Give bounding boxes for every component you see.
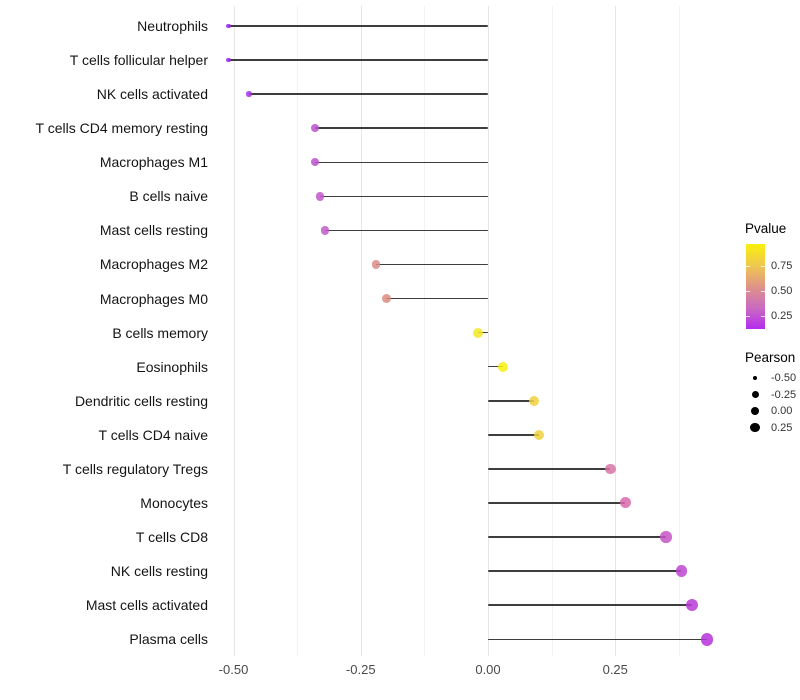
lollipop-segment <box>325 229 488 232</box>
y-axis-label: B cells memory <box>112 324 208 341</box>
y-axis-label: Dendritic cells resting <box>74 392 208 409</box>
y-axis-label: Monocytes <box>140 494 208 511</box>
lollipop-segment <box>477 331 488 334</box>
pearson-legend-title: Pearson <box>745 350 796 365</box>
lollipop-segment <box>488 638 707 640</box>
lollipop-segment <box>376 263 488 266</box>
pvalue-tick-label: 0.50 <box>771 285 793 297</box>
lollipop-segment <box>228 59 488 61</box>
y-axis-label: Neutrophils <box>137 18 208 34</box>
y-axis-label: T cells CD4 naive <box>98 426 208 443</box>
lollipop-point <box>700 632 714 646</box>
lollipop-point <box>528 395 539 406</box>
lollipop-point <box>371 260 381 269</box>
lollipop-point <box>675 565 688 578</box>
gridline-minor <box>551 6 553 656</box>
lollipop-segment <box>320 195 488 198</box>
pearson-size-label: -0.50 <box>771 372 797 384</box>
y-axis-label: NK cells activated <box>96 86 208 103</box>
lollipop-segment <box>314 161 488 164</box>
gridline-major <box>233 6 235 656</box>
lollipop-segment <box>228 25 488 27</box>
lollipop-segment <box>488 570 682 572</box>
y-axis-label: Mast cells resting <box>99 222 208 239</box>
lollipop-segment <box>488 468 611 470</box>
gridline-minor <box>424 6 426 656</box>
pearson-size-dot <box>750 406 760 416</box>
pvalue-tick-notch <box>746 266 750 267</box>
lollipop-point <box>619 497 631 509</box>
y-axis-label: T cells follicular helper <box>69 52 208 69</box>
pvalue-tick-notch <box>761 291 765 292</box>
y-axis-label: Macrophages M2 <box>99 256 208 273</box>
lollipop-point <box>310 158 319 167</box>
lollipop-point <box>685 599 698 612</box>
lollipop-point <box>604 463 616 475</box>
lollipop-point <box>226 23 231 29</box>
lollipop-point <box>381 294 391 304</box>
y-axis-label: B cells naive <box>129 188 208 205</box>
lollipop-point <box>320 226 330 235</box>
pvalue-tick-notch <box>761 316 765 317</box>
y-axis-label: T cells CD8 <box>135 529 208 546</box>
lollipop-point <box>472 327 483 338</box>
y-axis-label: T cells regulatory Tregs <box>62 460 208 477</box>
lollipop-segment <box>488 365 504 368</box>
lollipop-segment <box>488 536 667 538</box>
pearson-size-dot <box>751 391 759 398</box>
gridline-major <box>360 6 362 656</box>
pearson-size-label: 0.25 <box>771 421 793 434</box>
y-axis-label: Macrophages M0 <box>99 290 208 307</box>
pvalue-tick-label: 0.25 <box>771 310 793 322</box>
lollipop-point <box>498 361 509 372</box>
pvalue-colorbar <box>746 244 765 329</box>
x-axis-tick-label: 0.00 <box>475 662 501 677</box>
lollipop-segment <box>488 502 626 504</box>
pearson-size-label: 0.00 <box>771 405 793 417</box>
lollipop-segment <box>248 93 488 95</box>
lollipop-point <box>533 429 545 441</box>
pvalue-legend-title: Pvalue <box>745 221 787 236</box>
y-axis-label: Plasma cells <box>129 631 208 648</box>
pearson-size-dot <box>753 376 757 380</box>
pearson-size-label: -0.25 <box>771 388 797 401</box>
lollipop-point <box>246 91 252 97</box>
y-axis-label: T cells CD4 memory resting <box>35 120 208 137</box>
lollipop-segment <box>314 127 488 129</box>
lollipop-point <box>226 57 231 63</box>
gridline-minor <box>297 6 299 656</box>
x-axis-tick-label: 0.25 <box>602 662 628 677</box>
lollipop-point <box>315 192 325 201</box>
gridline-major <box>615 6 617 656</box>
lollipop-segment <box>386 297 488 300</box>
lollipop-point <box>310 124 319 133</box>
pvalue-tick-notch <box>746 316 750 317</box>
lollipop-segment <box>488 400 534 402</box>
pvalue-tick-label: 0.75 <box>771 260 793 272</box>
pvalue-tick-notch <box>761 266 765 267</box>
y-axis-label: Eosinophils <box>136 358 208 375</box>
x-axis-tick-label: -0.25 <box>345 662 376 677</box>
x-axis-tick-label: -0.50 <box>218 662 249 677</box>
pvalue-tick-notch <box>746 291 750 292</box>
y-axis-label: Mast cells activated <box>85 597 208 614</box>
gridline-major <box>488 6 489 656</box>
lollipop-segment <box>488 434 539 436</box>
gridline-minor <box>678 6 680 656</box>
y-axis-label: NK cells resting <box>110 563 208 580</box>
y-axis-label: Macrophages M1 <box>99 154 208 171</box>
lollipop-segment <box>488 604 692 606</box>
lollipop-point <box>660 531 672 543</box>
pearson-size-dot <box>750 422 760 433</box>
